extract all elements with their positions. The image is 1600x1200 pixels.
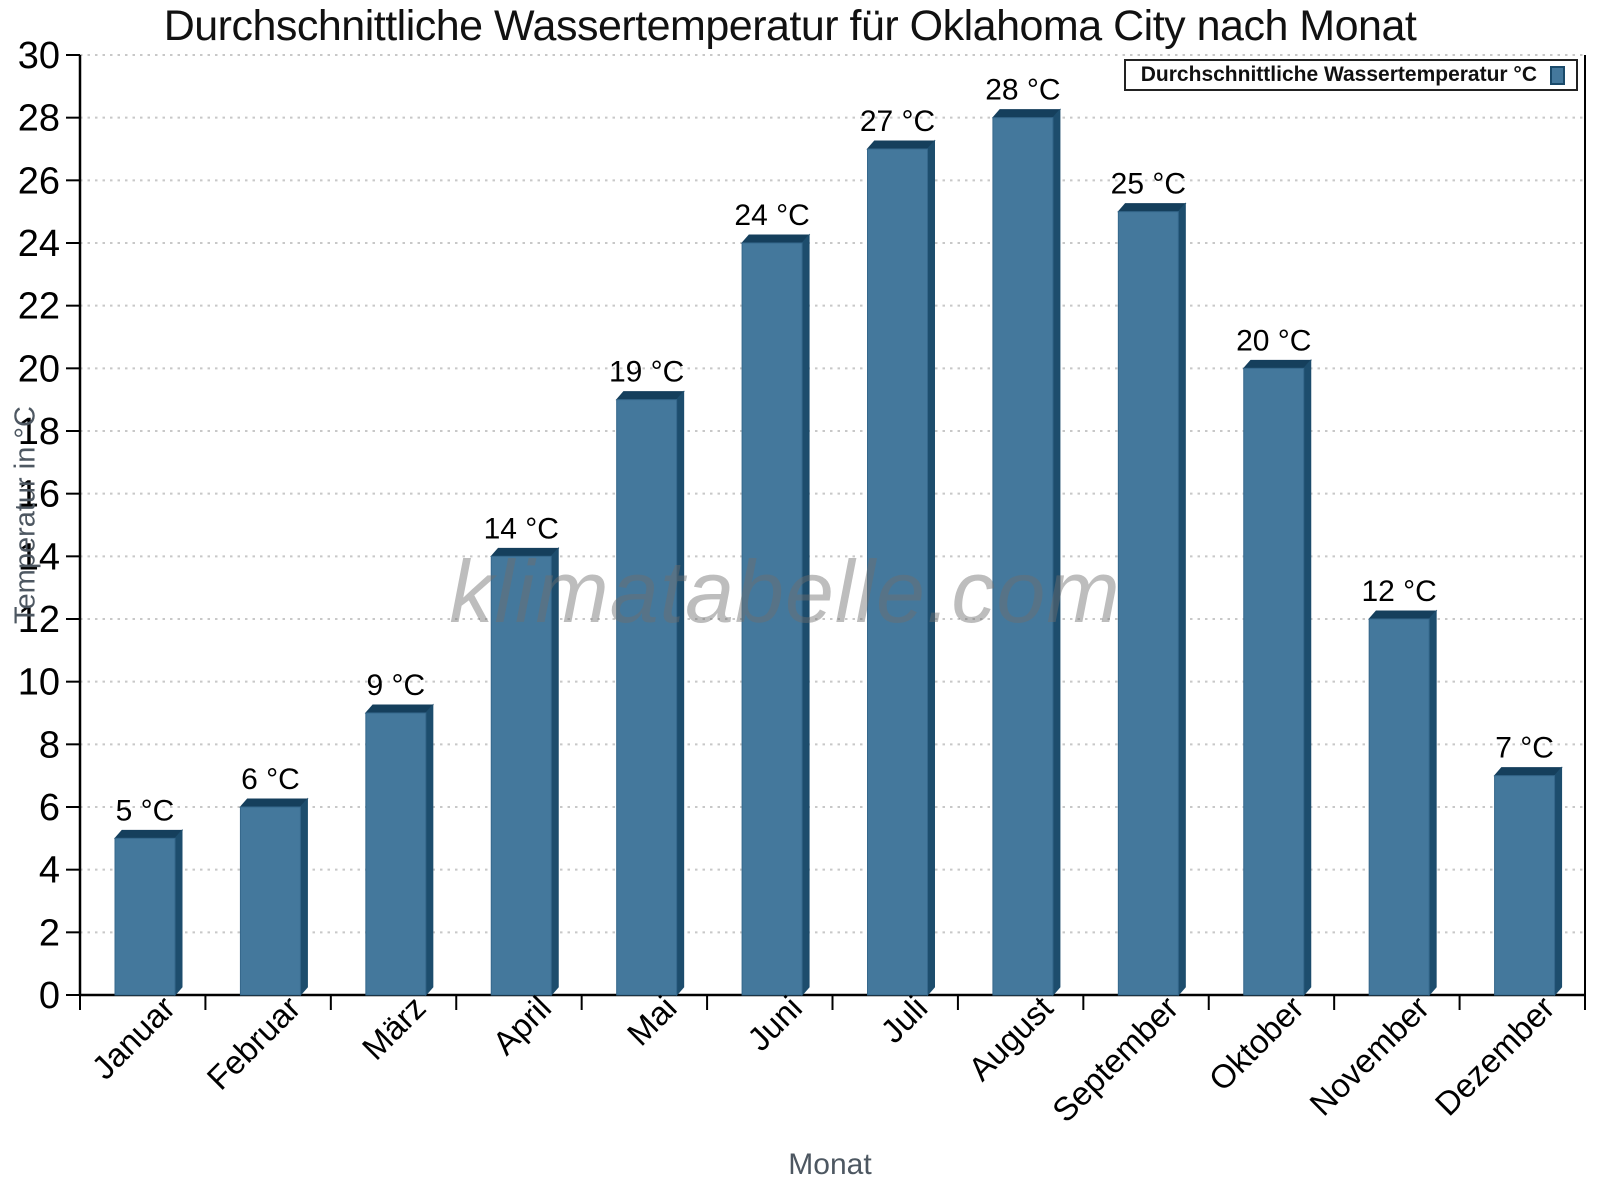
x-category-label-mrz: März [355, 989, 433, 1067]
bar-value-label-april: 14 °C [484, 512, 559, 545]
bar-januar [114, 837, 176, 996]
x-category-label-juni: Juni [740, 989, 809, 1058]
legend[interactable]: Durchschnittliche Wassertemperatur °C [1123, 59, 1578, 91]
bar-value-label-september: 25 °C [1111, 168, 1186, 201]
x-category-label-oktober: Oktober [1202, 989, 1311, 1098]
bar-top-bevel-dezember [1493, 767, 1563, 777]
bar-dezember [1494, 775, 1556, 996]
bar-side-bevel-dezember [1554, 766, 1563, 997]
y-tick-label: 8 [39, 724, 60, 766]
bar-value-label-januar: 5 °C [116, 794, 175, 827]
y-tick-label: 26 [18, 160, 60, 202]
y-tick-label: 24 [18, 223, 60, 265]
bar-februar [239, 806, 301, 996]
bar-value-label-juni: 24 °C [734, 199, 809, 232]
bar-side-bevel-januar [174, 829, 183, 997]
bar-top-bevel-mrz [364, 704, 434, 714]
y-tick-label: 2 [39, 912, 60, 954]
x-category-label-mai: Mai [620, 989, 684, 1053]
x-category-label-april: April [485, 989, 558, 1062]
bar-value-label-oktober: 20 °C [1236, 324, 1311, 357]
x-category-label-september: September [1045, 989, 1185, 1129]
y-tick-label: 14 [18, 536, 60, 578]
y-tick-label: 0 [39, 975, 60, 1017]
x-category-label-august: August [961, 989, 1060, 1088]
bar-side-bevel-mrz [425, 703, 434, 997]
y-tick-label: 4 [39, 850, 60, 892]
bar-value-label-mrz: 9 °C [366, 669, 425, 702]
bar-top-bevel-juni [740, 234, 811, 244]
x-category-label-juli: Juli [873, 989, 934, 1050]
bar-mrz [365, 712, 427, 996]
y-tick-label: 12 [18, 599, 60, 641]
bar-top-bevel-august [991, 109, 1062, 119]
y-tick-label: 22 [18, 286, 60, 328]
bar-november [1368, 618, 1430, 996]
bar-top-bevel-februar [239, 798, 309, 808]
bar-top-bevel-juli [866, 140, 936, 150]
bar-side-bevel-september [1177, 202, 1186, 997]
bar-side-bevel-oktober [1303, 359, 1312, 997]
bar-top-bevel-mai [615, 391, 685, 401]
y-tick-label: 28 [18, 98, 60, 140]
bar-value-label-juli: 27 °C [860, 105, 935, 138]
y-tick-label: 18 [18, 411, 60, 453]
bar-mai [616, 399, 678, 996]
bar-value-label-februar: 6 °C [241, 763, 300, 796]
bar-april [490, 555, 552, 996]
legend-swatch-icon [1550, 65, 1565, 85]
legend-label: Durchschnittliche Wassertemperatur °C [1140, 63, 1537, 86]
x-category-label-januar: Januar [84, 989, 182, 1087]
bar-side-bevel-mai [676, 390, 685, 997]
watermark-text: klimatabelle.com [449, 542, 1120, 641]
x-category-label-dezember: Dezember [1428, 989, 1562, 1123]
x-category-label-februar: Februar [199, 989, 307, 1097]
bar-top-bevel-november [1368, 610, 1438, 620]
y-tick-label: 20 [18, 348, 60, 390]
y-tick-label: 6 [39, 787, 60, 829]
bar-juli [867, 148, 928, 996]
bar-value-label-mai: 19 °C [609, 356, 684, 389]
bar-value-label-august: 28 °C [985, 74, 1060, 107]
bar-side-bevel-februar [299, 797, 308, 997]
bar-value-label-dezember: 7 °C [1495, 732, 1554, 765]
bar-august [992, 117, 1054, 996]
y-tick-label: 30 [18, 35, 60, 77]
y-axis-title: Temperatur in °C [9, 406, 42, 624]
y-tick-label: 16 [18, 474, 60, 516]
bar-juni [741, 242, 803, 996]
bar-top-bevel-september [1117, 203, 1187, 213]
bar-value-label-november: 12 °C [1361, 575, 1436, 608]
bar-top-bevel-januar [113, 829, 184, 839]
x-category-label-november: November [1302, 989, 1436, 1123]
y-tick-label: 10 [18, 662, 60, 704]
bar-side-bevel-november [1428, 609, 1437, 997]
bar-oktober [1243, 367, 1305, 996]
chart-title: Durchschnittliche Wassertemperatur für O… [163, 2, 1417, 50]
x-axis-title: Monat [788, 1148, 872, 1181]
bar-september [1117, 211, 1179, 996]
bar-top-bevel-oktober [1242, 359, 1312, 369]
